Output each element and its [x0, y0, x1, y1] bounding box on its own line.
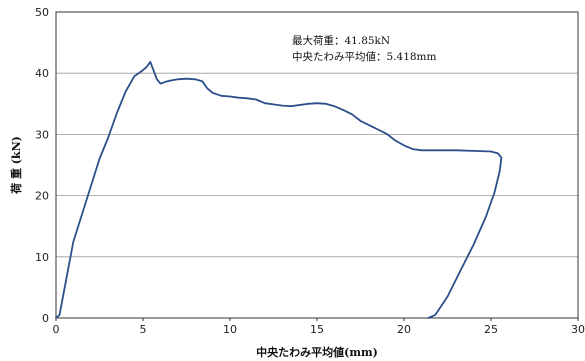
y-tick-label: 10 [35, 251, 49, 264]
annotation-max-load: 最大荷重：41.85kN [292, 34, 390, 47]
x-tick-label: 25 [484, 323, 498, 336]
x-axis-title: 中央たわみ平均値(mm) [256, 345, 378, 359]
grid-lines [56, 72, 578, 258]
x-tick-label: 15 [310, 323, 324, 336]
series-layer [55, 61, 503, 319]
y-axis-title: 荷 重 (kN) [9, 136, 23, 195]
y-axis-tick-labels: 0 10 20 30 40 50 [35, 6, 49, 325]
x-tick-label: 30 [571, 323, 585, 336]
x-tick-label: 10 [223, 323, 237, 336]
x-tick-label: 0 [53, 323, 60, 336]
y-tick-label: 40 [35, 67, 49, 80]
annotation-mid-deflection: 中央たわみ平均値：5.418mm [292, 50, 437, 63]
y-tick-label: 20 [35, 190, 49, 203]
x-tick-label: 5 [140, 323, 147, 336]
y-tick-label: 50 [35, 6, 49, 19]
x-tick-label: 20 [397, 323, 411, 336]
y-tick-label: 0 [42, 312, 49, 325]
x-axis-tick-labels: 0 5 10 15 20 25 30 [53, 318, 585, 336]
y-tick-label: 30 [35, 128, 49, 141]
series-line-0 [55, 61, 503, 319]
